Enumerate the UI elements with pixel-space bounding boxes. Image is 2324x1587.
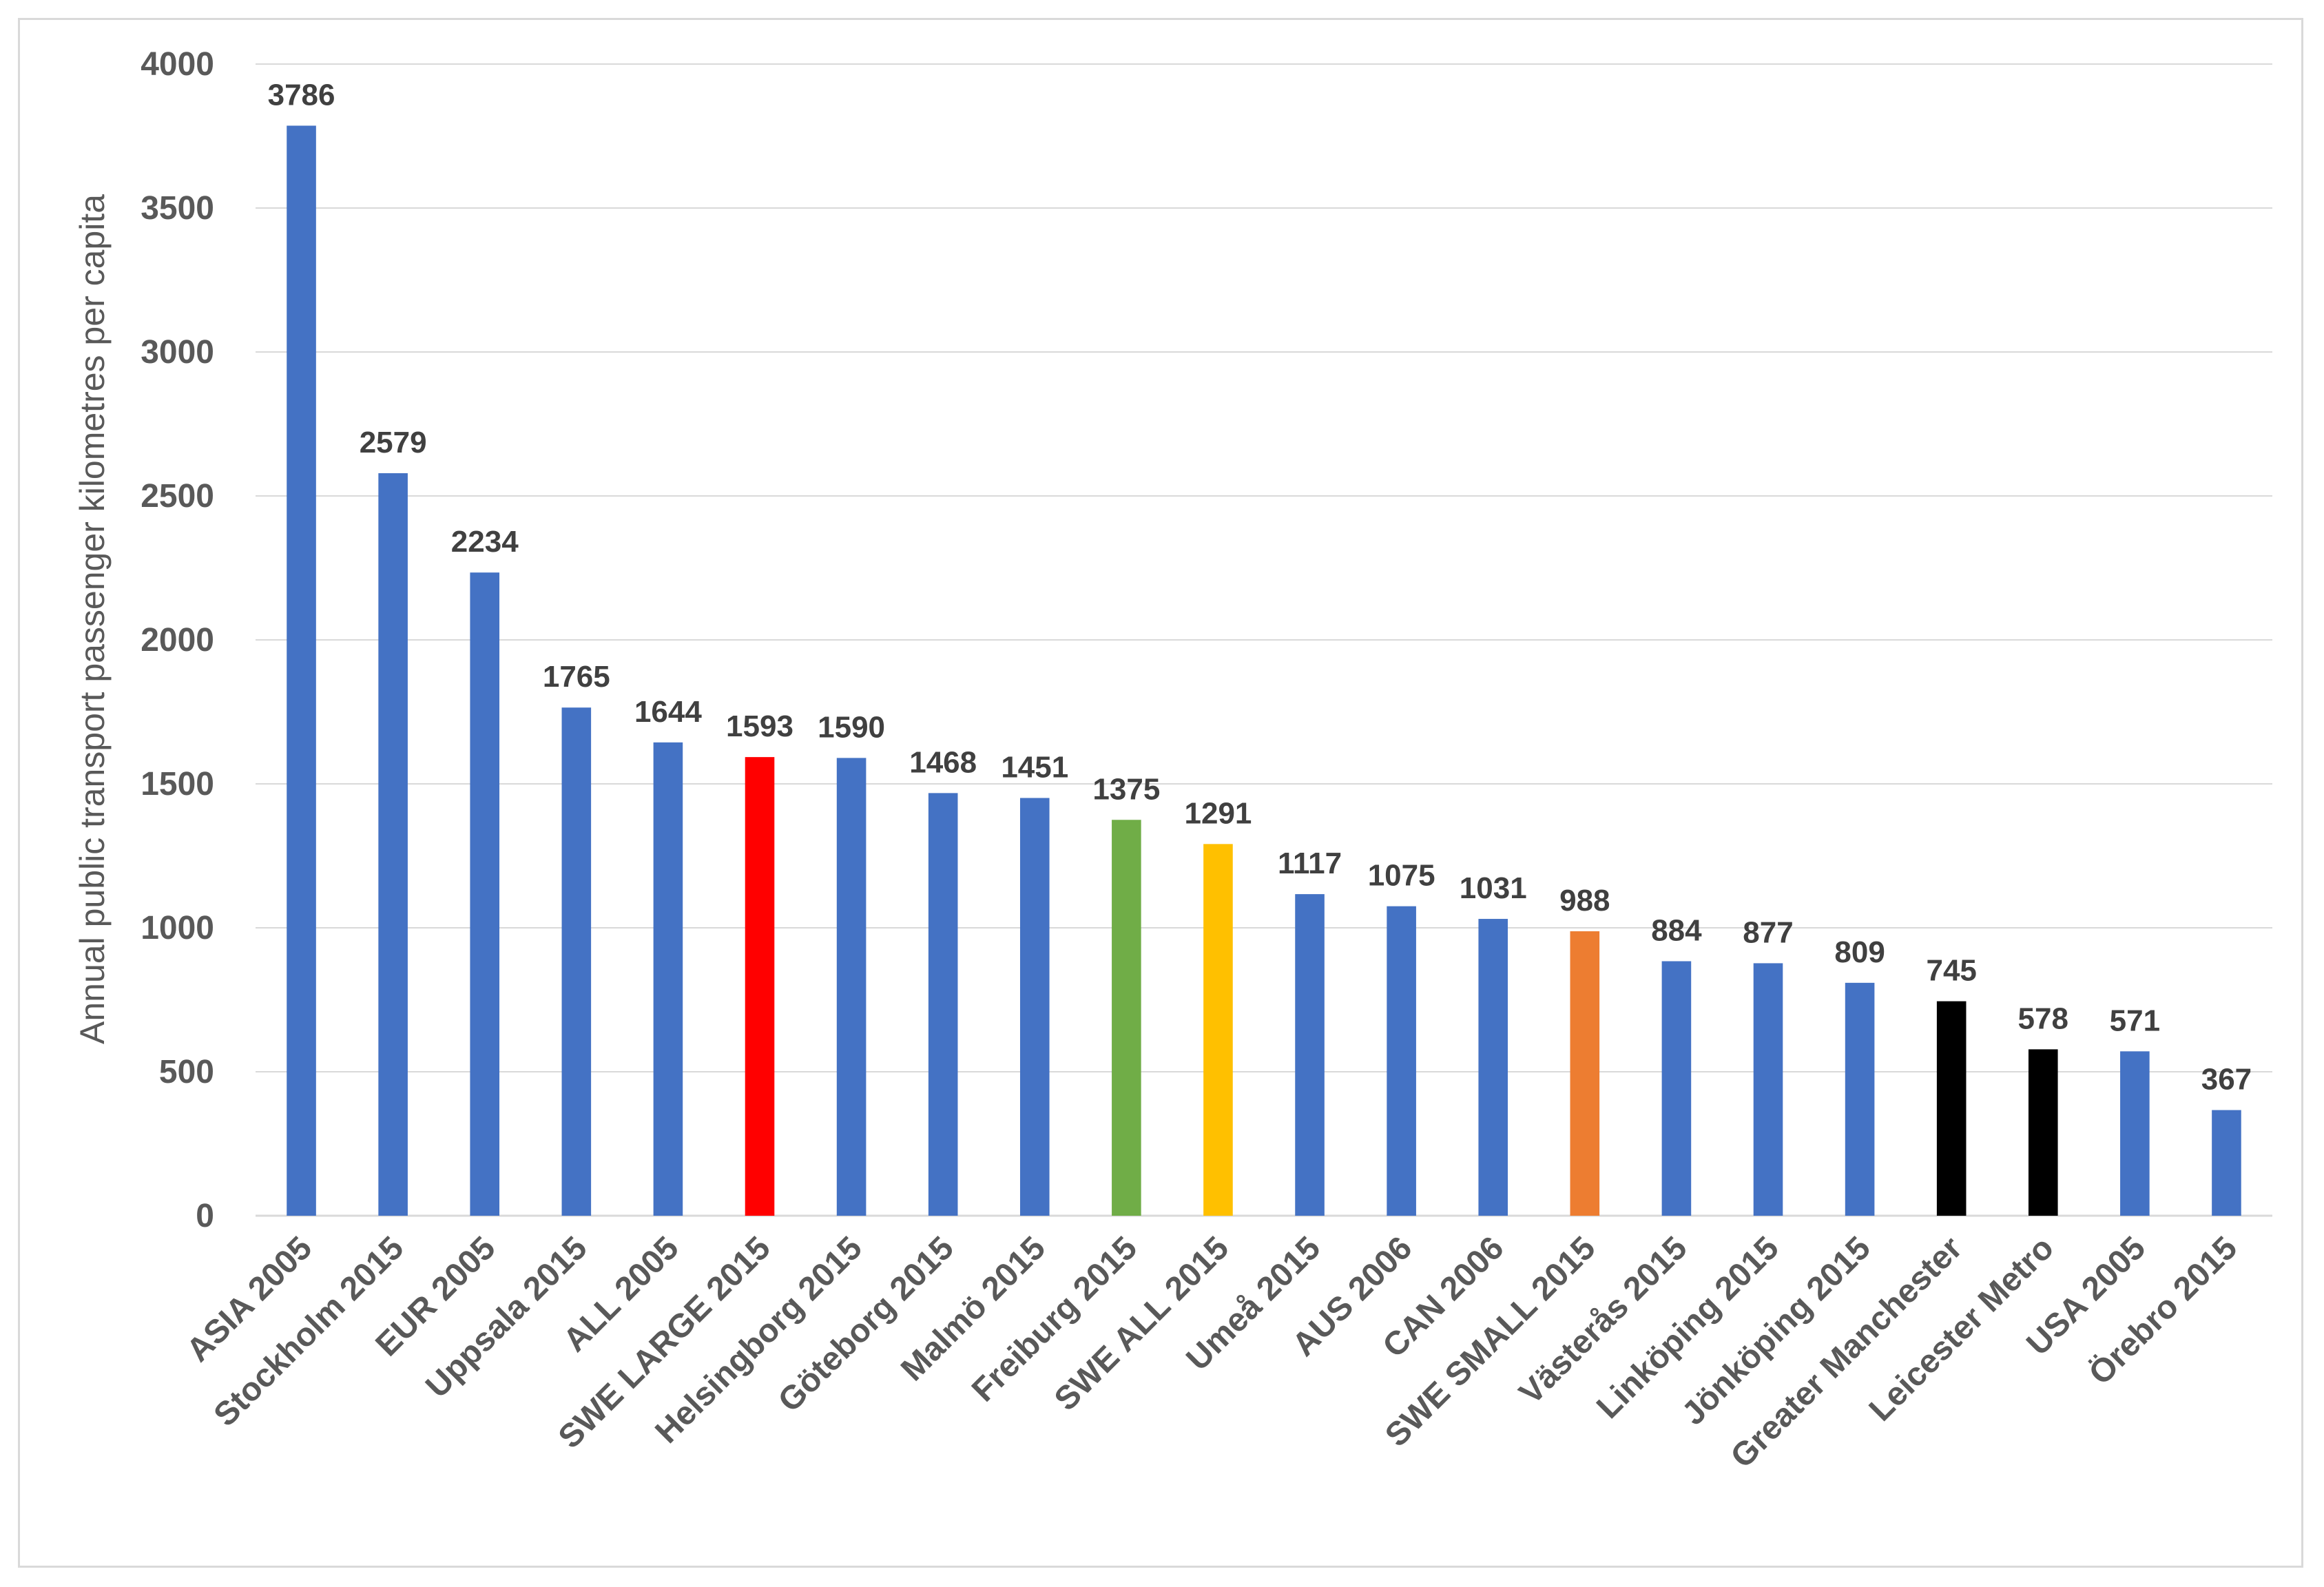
- y-tick-label: 3000: [141, 334, 214, 371]
- data-label: 884: [1651, 913, 1702, 947]
- data-label: 1451: [1001, 750, 1068, 784]
- data-label: 1075: [1368, 859, 1435, 893]
- bar: [470, 572, 500, 1216]
- data-label: 3786: [268, 78, 335, 112]
- y-tick-label: 1000: [141, 910, 214, 946]
- data-label: 1590: [818, 710, 885, 744]
- data-label: 809: [1834, 935, 1885, 969]
- data-label: 1468: [909, 745, 977, 779]
- y-tick-label: 4000: [141, 46, 214, 83]
- bar: [653, 742, 683, 1216]
- data-label: 877: [1743, 915, 1793, 949]
- bar: [287, 125, 316, 1216]
- y-tick-labels: 0 500 1000 1500 2000 2500 3000 3500 4000: [141, 46, 214, 1234]
- data-label: 2234: [451, 525, 519, 559]
- data-label: 2579: [360, 426, 427, 459]
- data-label: 1644: [634, 695, 702, 729]
- data-label: 571: [2110, 1004, 2160, 1037]
- bar: [561, 707, 592, 1216]
- x-tick-label: Västerås 2015: [1513, 1230, 1694, 1411]
- x-tick-label: Uppsala 2015: [419, 1230, 594, 1404]
- bar: [1112, 820, 1141, 1216]
- data-label: 1117: [1278, 847, 1342, 880]
- bar: [1845, 982, 1875, 1216]
- bar: [2212, 1110, 2241, 1216]
- bar: [378, 473, 408, 1216]
- data-label: 1765: [543, 660, 610, 694]
- bar: [1203, 844, 1233, 1216]
- bars: [287, 125, 2241, 1216]
- data-label: 988: [1559, 884, 1610, 917]
- data-label: 1593: [726, 709, 793, 743]
- y-tick-label: 3500: [141, 190, 214, 227]
- chart-frame: 3786 2579 2234 1765 1644 1593 1590 1468 1451 1375…: [18, 18, 2303, 1568]
- bar: [745, 757, 775, 1216]
- bar: [1753, 963, 1783, 1216]
- bar: [1661, 961, 1692, 1216]
- bar: [928, 793, 958, 1216]
- data-label: 578: [2018, 1002, 2068, 1035]
- data-label: 1291: [1185, 796, 1252, 830]
- data-label: 1375: [1092, 772, 1160, 806]
- data-label: 745: [1926, 954, 1976, 988]
- bar: [1295, 894, 1325, 1216]
- bar: [1019, 798, 1050, 1216]
- y-tick-label: 2500: [141, 478, 214, 515]
- data-label: 367: [2201, 1063, 2252, 1097]
- bar: [1478, 919, 1508, 1216]
- y-tick-label: 500: [159, 1054, 214, 1090]
- bar: [836, 758, 867, 1216]
- gridlines: [256, 63, 2272, 1072]
- y-tick-label: 2000: [141, 622, 214, 658]
- y-tick-label: 1500: [141, 766, 214, 802]
- y-axis-title: Annual public transport passenger kilome…: [73, 194, 112, 1044]
- bar: [2028, 1049, 2058, 1216]
- bar-chart: 3786 2579 2234 1765 1644 1593 1590 1468 1451 1375…: [73, 46, 2272, 1475]
- y-tick-label: 0: [196, 1198, 214, 1234]
- bar: [2120, 1051, 2150, 1216]
- data-label: 1031: [1460, 871, 1527, 905]
- bar: [1570, 931, 1600, 1216]
- data-labels: 3786 2579 2234 1765 1644 1593 1590 1468 1451 1375…: [268, 78, 2252, 1096]
- bar: [1936, 1001, 1967, 1216]
- x-tick-label: Freiburg 2015: [965, 1230, 1144, 1409]
- bar: [1387, 906, 1416, 1216]
